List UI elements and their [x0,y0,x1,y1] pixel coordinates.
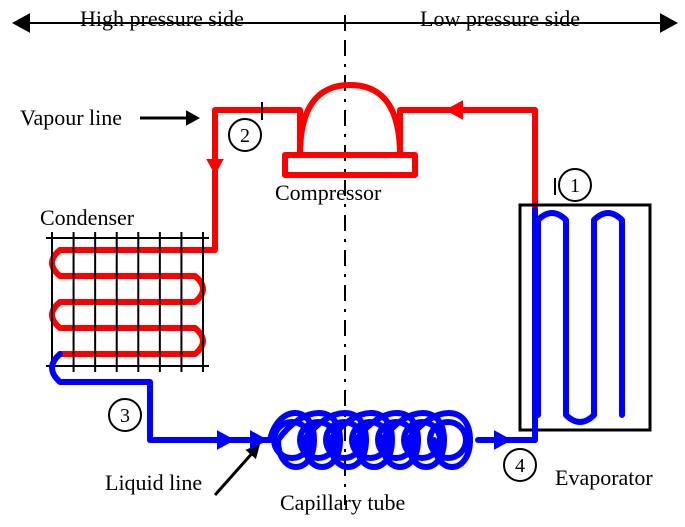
compressor-label: Compressor [275,180,381,206]
svg-text:4: 4 [515,455,525,477]
svg-text:1: 1 [570,175,580,197]
low-pressure-label: Low pressure side [420,6,580,32]
hot-pipe [52,110,300,354]
evaporator-label: Evaporator [555,465,653,491]
svg-text:2: 2 [240,125,250,147]
condenser-label: Condenser [40,205,134,231]
vapour-line-label: Vapour line [20,105,122,131]
capillary-label: Capillary tube [280,490,405,516]
liquid-line-label: Liquid line [105,470,202,496]
svg-text:3: 3 [120,405,130,427]
high-pressure-label: High pressure side [80,6,244,32]
capillary-coil [150,422,520,458]
evaporator-coil [535,213,622,440]
compressor-icon [285,85,415,175]
